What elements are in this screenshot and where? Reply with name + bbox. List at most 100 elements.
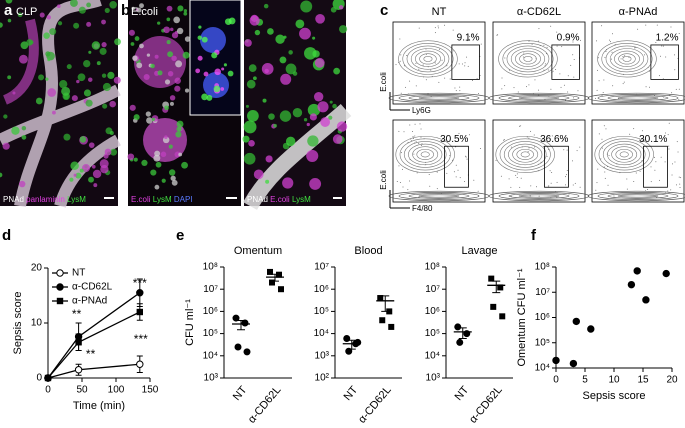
contour: [408, 143, 443, 166]
event: [604, 171, 606, 173]
cell: [275, 34, 285, 44]
y-tick-label: 10⁷: [314, 262, 329, 273]
cell: [329, 100, 333, 104]
cell: [139, 43, 144, 49]
y-tick-label: 0: [36, 373, 42, 384]
cell: [143, 73, 150, 81]
panel-letter: e: [176, 227, 184, 244]
cell: [0, 172, 3, 178]
contour: [587, 190, 685, 202]
point: [642, 296, 650, 304]
cell: [227, 70, 234, 77]
event: [530, 130, 532, 132]
point: [633, 267, 641, 275]
event: [678, 88, 680, 90]
cell: [141, 159, 148, 167]
event: [680, 100, 682, 102]
event: [441, 59, 443, 61]
event: [547, 69, 549, 71]
event: [650, 181, 652, 183]
event: [579, 186, 581, 188]
x-tick-label: 5: [582, 375, 588, 386]
y-tick-label: 10⁸: [535, 262, 550, 273]
event: [416, 172, 418, 174]
micrographs: [0, 0, 352, 211]
cell: [114, 38, 121, 46]
event: [437, 25, 439, 27]
point: [136, 289, 144, 297]
event: [425, 164, 427, 166]
cell: [330, 6, 337, 13]
event: [654, 94, 656, 96]
event: [519, 186, 521, 188]
event: [446, 65, 448, 67]
cell: [78, 6, 86, 14]
cell: [92, 169, 102, 179]
x-tick-label: 10: [608, 375, 620, 386]
point: [44, 374, 52, 382]
event: [649, 70, 651, 72]
event: [596, 182, 598, 184]
point: [234, 343, 242, 351]
gate: [544, 145, 569, 188]
event: [452, 159, 454, 161]
event: [597, 69, 599, 71]
event: [459, 90, 461, 92]
y-tick-label: 10⁴: [203, 350, 218, 361]
event: [438, 48, 440, 50]
event: [606, 49, 608, 51]
cell: [45, 51, 51, 57]
event: [601, 25, 603, 27]
flow-plot: 36.6%: [488, 119, 590, 203]
event: [550, 25, 552, 27]
contour: [488, 190, 590, 202]
event: [674, 161, 676, 163]
gate: [650, 44, 679, 80]
event: [532, 93, 534, 95]
event: [464, 62, 466, 64]
contour: [508, 193, 570, 199]
event: [616, 163, 618, 165]
vessel: [2, 18, 39, 105]
event: [510, 146, 512, 148]
line: [47, 363, 140, 379]
event: [398, 62, 400, 64]
event: [476, 98, 478, 100]
point: [497, 284, 504, 291]
event: [658, 75, 660, 77]
cell: [136, 7, 142, 13]
event: [598, 133, 600, 135]
cell: [79, 168, 84, 173]
cell: [133, 114, 140, 121]
cell: [63, 133, 71, 141]
event: [466, 56, 468, 58]
event: [438, 81, 440, 83]
event: [503, 139, 505, 141]
event: [546, 155, 548, 157]
cell: [176, 120, 184, 128]
event: [528, 84, 530, 86]
cell: [248, 139, 255, 147]
cell: [178, 152, 183, 157]
cell: [155, 161, 162, 168]
event: [601, 94, 603, 96]
cell: [328, 115, 333, 120]
contour: [598, 138, 650, 171]
cell: [280, 73, 292, 85]
event: [661, 45, 663, 47]
contour: [398, 94, 480, 102]
event: [556, 196, 558, 198]
x-axis-label: Time (min): [73, 400, 125, 412]
event: [623, 81, 625, 83]
cell: [254, 29, 261, 36]
event: [609, 39, 611, 41]
point: [552, 356, 560, 365]
event: [529, 195, 531, 197]
cell: [244, 39, 252, 47]
cell: [88, 50, 92, 54]
event: [607, 184, 609, 186]
cell: [336, 121, 348, 132]
contour: [601, 43, 653, 75]
cell: [317, 101, 329, 113]
event: [395, 64, 397, 66]
